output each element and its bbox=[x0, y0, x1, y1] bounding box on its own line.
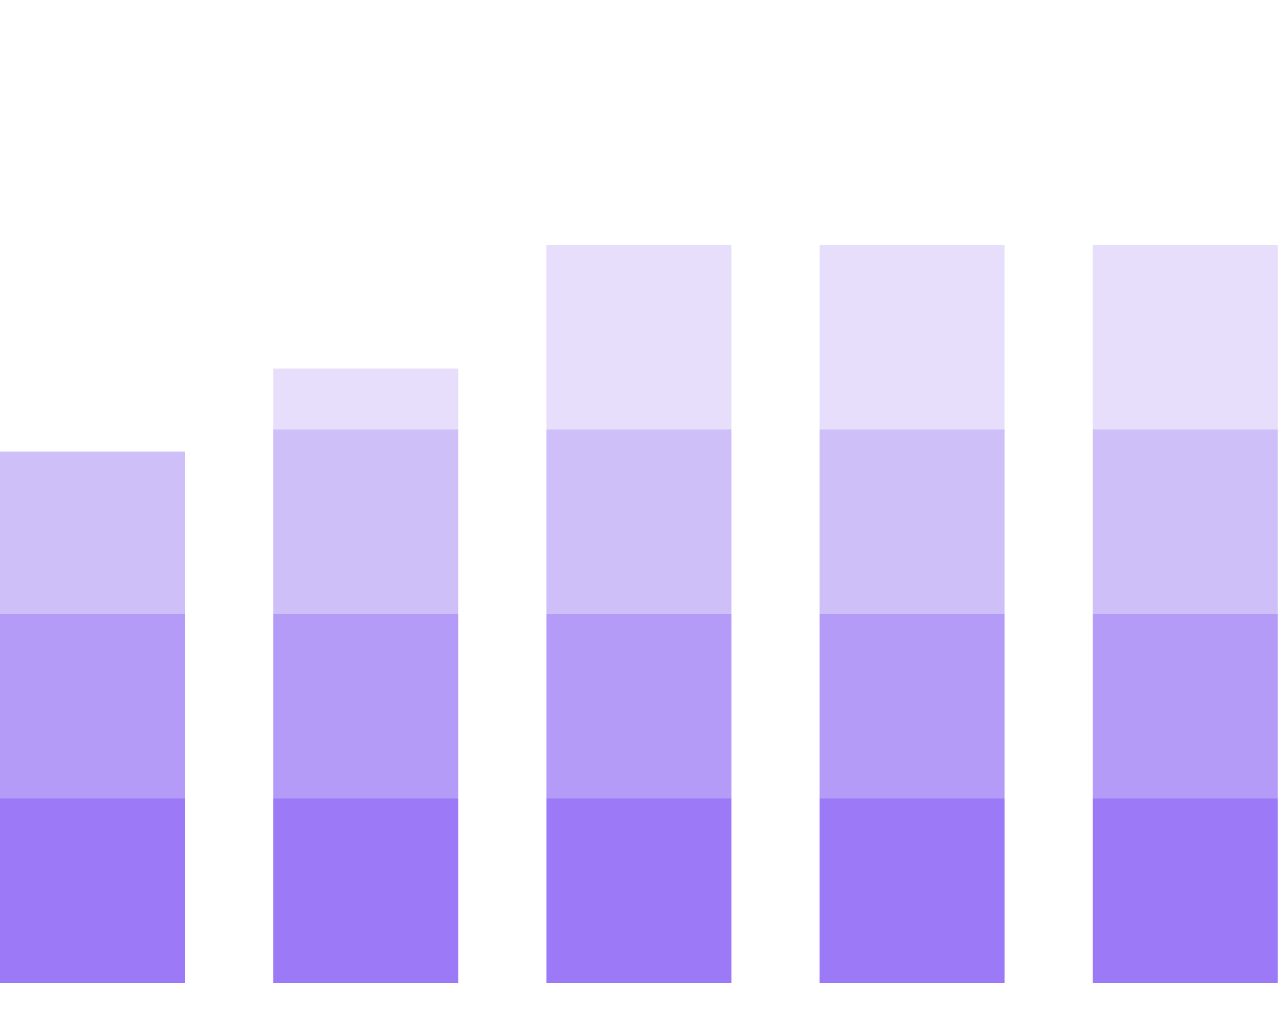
bar-segment-1-3 bbox=[0, 451, 185, 614]
bar-segment-5-1 bbox=[1092, 798, 1278, 983]
bar-segment-5-4 bbox=[1092, 245, 1278, 430]
bar-segment-3-2 bbox=[546, 614, 732, 799]
bar-segment-4-3 bbox=[819, 429, 1005, 614]
bar-segment-1-1 bbox=[0, 798, 185, 983]
bar-segment-2-1 bbox=[273, 798, 459, 983]
bar-segment-3-3 bbox=[546, 429, 732, 614]
bar-segment-3-4 bbox=[546, 245, 732, 430]
bar-segment-2-4 bbox=[273, 368, 459, 430]
bar-segment-2-3 bbox=[273, 429, 459, 614]
bar-segment-3-1 bbox=[546, 798, 732, 983]
bar-segment-4-4 bbox=[819, 245, 1005, 430]
bar-segment-1-2 bbox=[0, 614, 185, 799]
bar-segment-2-2 bbox=[273, 614, 459, 799]
bar-segment-5-3 bbox=[1092, 429, 1278, 614]
bar-segment-4-1 bbox=[819, 798, 1005, 983]
bar-group bbox=[0, 245, 1278, 983]
bar-segment-5-2 bbox=[1092, 614, 1278, 799]
bar-segment-4-2 bbox=[819, 614, 1005, 799]
